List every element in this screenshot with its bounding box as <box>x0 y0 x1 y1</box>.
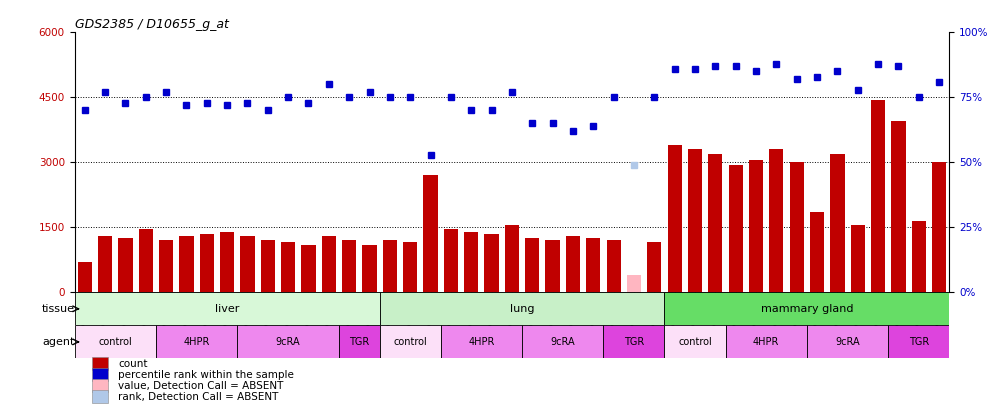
Bar <box>830 153 845 292</box>
Bar <box>464 232 478 292</box>
Bar <box>75 292 380 325</box>
Bar <box>871 100 886 292</box>
Bar <box>769 149 783 292</box>
Text: percentile rank within the sample: percentile rank within the sample <box>118 370 294 379</box>
Bar <box>383 240 397 292</box>
Bar <box>380 325 440 358</box>
Bar <box>443 230 458 292</box>
Text: TGR: TGR <box>909 337 928 347</box>
Bar <box>522 325 603 358</box>
Text: TGR: TGR <box>349 337 370 347</box>
Bar <box>505 225 519 292</box>
Text: 9cRA: 9cRA <box>835 337 860 347</box>
Bar <box>726 325 807 358</box>
Bar <box>380 292 664 325</box>
Bar <box>241 236 254 292</box>
Bar <box>484 234 499 292</box>
Text: 9cRA: 9cRA <box>551 337 576 347</box>
Bar <box>668 145 682 292</box>
Bar <box>159 240 173 292</box>
Text: liver: liver <box>215 304 240 314</box>
Bar <box>603 325 664 358</box>
Bar <box>281 243 295 292</box>
Bar <box>260 240 275 292</box>
Bar <box>525 238 540 292</box>
Bar <box>664 325 726 358</box>
Bar <box>546 240 560 292</box>
Bar <box>748 160 763 292</box>
Text: 4HPR: 4HPR <box>184 337 210 347</box>
Text: 4HPR: 4HPR <box>468 337 495 347</box>
Bar <box>892 121 906 292</box>
Bar <box>322 236 336 292</box>
Bar <box>92 390 107 403</box>
Bar <box>708 153 723 292</box>
Bar <box>932 162 946 292</box>
Bar <box>92 368 107 381</box>
Bar <box>729 164 743 292</box>
Bar <box>220 232 235 292</box>
Bar <box>627 275 641 292</box>
Bar <box>423 175 437 292</box>
Bar <box>179 236 194 292</box>
Text: 4HPR: 4HPR <box>753 337 779 347</box>
Text: control: control <box>678 337 712 347</box>
Text: count: count <box>118 358 148 369</box>
Bar <box>92 357 107 370</box>
Bar <box>75 292 949 318</box>
Bar <box>200 234 214 292</box>
Bar <box>566 236 580 292</box>
Bar <box>339 325 380 358</box>
Text: rank, Detection Call = ABSENT: rank, Detection Call = ABSENT <box>118 392 278 402</box>
Bar <box>851 225 865 292</box>
Bar <box>440 325 522 358</box>
Bar <box>78 262 91 292</box>
Text: control: control <box>394 337 427 347</box>
Bar <box>138 230 153 292</box>
Bar <box>810 212 824 292</box>
Bar <box>404 243 417 292</box>
Bar <box>92 379 107 392</box>
Bar <box>363 245 377 292</box>
Text: lung: lung <box>510 304 535 314</box>
Bar <box>664 292 949 325</box>
Bar <box>156 325 238 358</box>
Bar <box>238 325 339 358</box>
Bar <box>889 325 949 358</box>
Text: mammary gland: mammary gland <box>760 304 853 314</box>
Text: tissue: tissue <box>42 304 75 314</box>
Bar <box>647 243 661 292</box>
Text: agent: agent <box>42 337 75 347</box>
Bar <box>586 238 600 292</box>
Bar <box>789 162 804 292</box>
Text: control: control <box>98 337 132 347</box>
Bar <box>301 245 316 292</box>
Bar <box>342 240 356 292</box>
Bar <box>118 238 132 292</box>
Bar <box>911 221 925 292</box>
Text: 9cRA: 9cRA <box>275 337 300 347</box>
Text: value, Detection Call = ABSENT: value, Detection Call = ABSENT <box>118 381 283 391</box>
Bar <box>98 236 112 292</box>
Bar <box>606 240 620 292</box>
Text: GDS2385 / D10655_g_at: GDS2385 / D10655_g_at <box>75 18 229 31</box>
Bar <box>688 149 702 292</box>
Text: TGR: TGR <box>624 337 644 347</box>
Bar <box>75 325 156 358</box>
Bar <box>807 325 889 358</box>
